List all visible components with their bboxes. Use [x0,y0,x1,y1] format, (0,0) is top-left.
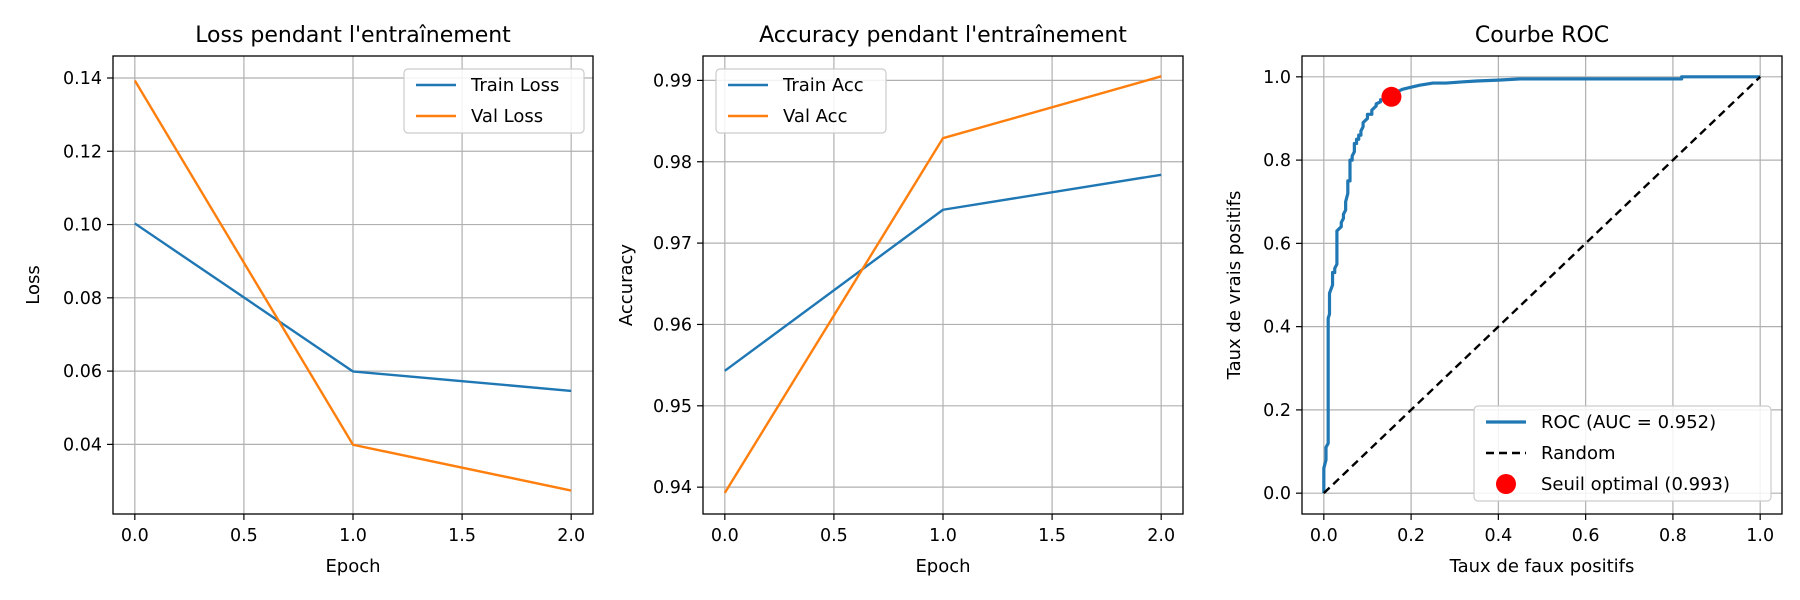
marker-point-1 [1381,86,1402,107]
legend: Train Loss Val Loss [403,68,585,134]
x-tick-label: 1.0 [929,526,957,546]
y-tick-label: 0.8 [1263,151,1291,171]
y-tick-label: 0.97 [653,234,692,254]
series-line-2 [1322,75,1762,495]
legend-label: Seuil optimal (0.993) [1541,474,1730,495]
series-line-1 [1322,75,1761,494]
chart-title: Accuracy pendant l'entraînement [759,23,1127,48]
y-tick-label: 0.0 [1263,484,1291,504]
chart-panel-3: 0.0 0.2 0.4 0.6 0.8 1.0 0.0 0.2 0.4 0.6 0.8 1.0 Cour… [1224,23,1783,577]
y-tick-label: 0.6 [1263,234,1291,254]
x-axis-label: Epoch [915,556,970,577]
y-tick-label: 0.96 [653,315,692,335]
x-tick-label: 0.2 [1397,526,1425,546]
y-tick-label: 0.04 [63,435,102,455]
x-axis-label: Epoch [325,556,380,577]
x-tick-label: 2.0 [557,526,585,546]
chart-title: Loss pendant l'entraînement [195,23,511,48]
series-line-2 [133,79,572,492]
y-tick-label: 0.2 [1263,401,1291,421]
x-tick-label: 0.6 [1572,526,1600,546]
x-tick-label: 0.0 [121,526,149,546]
axes-frame [112,55,594,515]
legend-label: Val Acc [783,106,847,127]
axes-frame [702,55,1184,515]
legend-swatch-point [1496,474,1516,494]
x-axis-label: Taux de faux positifs [1449,556,1635,577]
series-line-2 [723,75,1162,494]
legend-label: Train Loss [470,75,559,96]
series-line-1 [134,222,572,393]
legend: ROC (AUC = 0.952) Random Seuil optimal (0.… [1473,405,1772,502]
x-tick-label: 1.0 [339,526,367,546]
x-tick-label: 1.5 [1038,526,1066,546]
series-line-1 [724,173,1162,372]
axes-frame [1301,55,1783,515]
chart-panel-2: 0.0 0.5 1.0 1.5 2.0 0.94 0.95 0.96 0.97 0.98 0.99 A… [616,23,1184,577]
legend-label: Train Acc [782,75,864,96]
y-axis-label: Accuracy [616,244,637,327]
x-tick-label: 0.8 [1659,526,1687,546]
legend-label: ROC (AUC = 0.952) [1541,412,1716,433]
y-tick-label: 0.12 [63,142,102,162]
legend-box [1473,405,1772,502]
x-tick-label: 0.0 [711,526,739,546]
legend-label: Random [1541,443,1616,464]
y-tick-label: 0.14 [63,69,102,89]
legend: Train Acc Val Acc [715,68,887,134]
chart-title: Courbe ROC [1475,23,1609,48]
y-axis-label: Taux de vrais positifs [1224,191,1245,381]
y-tick-label: 0.98 [653,153,692,173]
y-tick-label: 0.06 [63,362,102,382]
y-axis-label: Loss [23,265,44,304]
y-tick-label: 0.99 [653,71,692,91]
y-tick-label: 1.0 [1263,68,1291,88]
y-tick-label: 0.08 [63,289,102,309]
legend-label: Val Loss [471,106,543,127]
x-tick-label: 1.0 [1746,526,1774,546]
x-tick-label: 0.5 [230,526,258,546]
y-tick-label: 0.10 [63,216,102,236]
x-tick-label: 0.5 [820,526,848,546]
x-tick-label: 1.5 [448,526,476,546]
y-tick-label: 0.95 [653,397,692,417]
x-tick-label: 0.0 [1310,526,1338,546]
y-tick-label: 0.94 [653,478,692,498]
y-tick-label: 0.4 [1263,318,1291,338]
x-tick-label: 0.4 [1484,526,1512,546]
chart-panel-1: 0.0 0.5 1.0 1.5 2.0 0.04 0.06 0.08 0.10 0.12 0.14 L… [23,23,594,577]
x-tick-label: 2.0 [1147,526,1175,546]
